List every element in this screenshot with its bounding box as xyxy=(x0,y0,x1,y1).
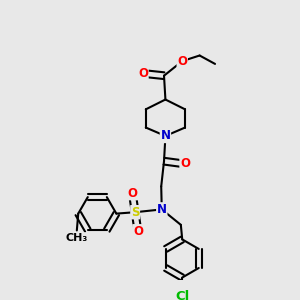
Text: O: O xyxy=(180,158,190,170)
Text: O: O xyxy=(138,67,148,80)
Text: S: S xyxy=(131,206,140,219)
Text: O: O xyxy=(127,187,137,200)
Text: O: O xyxy=(177,55,187,68)
Text: N: N xyxy=(157,203,167,216)
Text: Cl: Cl xyxy=(175,290,189,300)
Text: N: N xyxy=(160,130,170,142)
Text: O: O xyxy=(133,225,143,238)
Text: CH₃: CH₃ xyxy=(66,233,88,243)
